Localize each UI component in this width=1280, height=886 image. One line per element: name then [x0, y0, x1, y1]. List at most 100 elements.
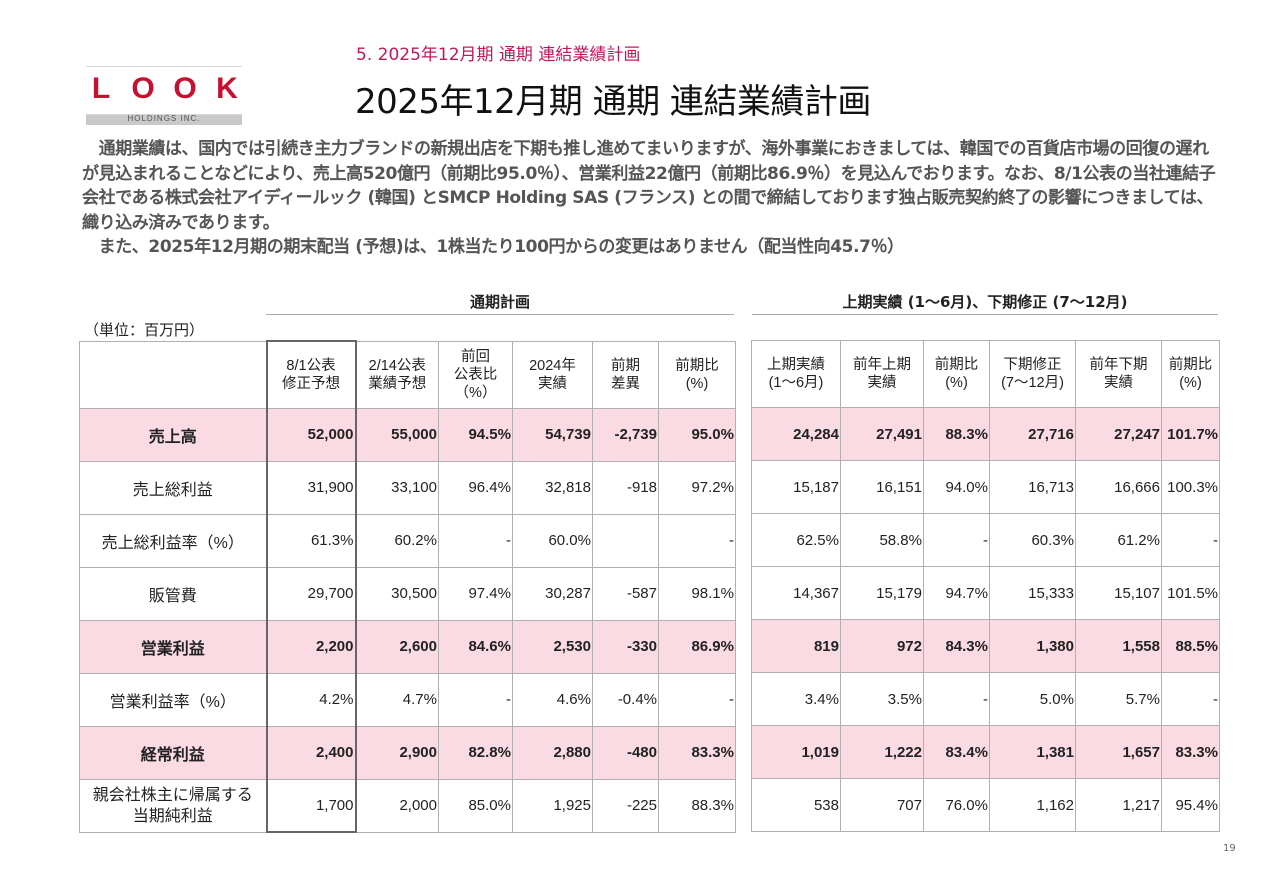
table-cell: 27,716	[989, 407, 1076, 461]
table-cell: 14,367	[751, 566, 841, 620]
table-cell: 2,880	[512, 725, 593, 780]
column-header: 上期実績 (1〜6月)	[751, 340, 841, 408]
table-cell: 95.4%	[1161, 778, 1220, 832]
column-header: 前年下期 実績	[1075, 340, 1162, 408]
row-label: 売上高	[79, 407, 267, 462]
table-cell: 27,247	[1075, 407, 1162, 461]
table-cell: 94.5%	[438, 407, 513, 462]
table-cell: 2,600	[355, 619, 439, 674]
table-cell: 16,666	[1075, 460, 1162, 514]
table-row: 24,284 27,491 88.3% 27,716 27,247 101.7%	[751, 407, 1220, 461]
intro-text: 通期業績は、国内では引続き主力ブランドの新規出店を下期も推し進めてまいりますが、…	[82, 137, 1222, 260]
table-cell: 30,500	[355, 566, 439, 621]
table-cell: 972	[840, 619, 924, 673]
table-cell: 88.3%	[923, 407, 990, 461]
table-cell: 2,900	[355, 725, 439, 780]
table-cell: -480	[592, 725, 659, 780]
table-cell: 2,000	[355, 778, 439, 833]
table-cell: -	[658, 672, 736, 727]
table-header-row: 上期実績 (1〜6月) 前年上期 実績 前期比 (%) 下期修正 (7〜12月) 前年下…	[751, 340, 1220, 408]
table-cell: 54,739	[512, 407, 593, 462]
table-cell: -	[438, 672, 513, 727]
table-cell: 1,222	[840, 725, 924, 779]
table-row: 親会社株主に帰属する 当期純利益 1,700 2,000 85.0% 1,925 -225…	[79, 778, 736, 833]
table-cell: 15,179	[840, 566, 924, 620]
table-row: 営業利益 2,200 2,600 84.6% 2,530 -330 86.9%	[79, 619, 736, 674]
table-cell: 538	[751, 778, 841, 832]
table-row: 538 707 76.0% 1,162 1,217 95.4%	[751, 778, 1220, 832]
table-cell: -	[1161, 513, 1220, 567]
table-cell: -587	[592, 566, 659, 621]
table-cell: 84.3%	[923, 619, 990, 673]
table-cell: 31,900	[265, 460, 357, 515]
table-row: 3.4% 3.5% -5.0% 5.7% -	[751, 672, 1220, 726]
table-header-row: 8/1公表 修正予想 2/14公表 業績予想 前回 公表比 （%） 2024年 実績前…	[79, 340, 736, 409]
logo-letter: L	[91, 72, 111, 105]
table-cell: 97.2%	[658, 460, 736, 515]
intro-paragraph: 通期業績は、国内では引続き主力ブランドの新規出店を下期も推し進めてまいりますが、…	[82, 139, 1216, 233]
table-cell: 5.7%	[1075, 672, 1162, 726]
table-cell: 1,162	[989, 778, 1076, 832]
table-row: 15,187 16,151 94.0% 16,713 16,666 100.3%	[751, 460, 1220, 514]
logo-letter: O	[173, 72, 197, 105]
half-year-table: 上期実績 (1〜6月) 前年上期 実績 前期比 (%) 下期修正 (7〜12月) 前年下…	[751, 340, 1220, 832]
table-cell: -	[658, 513, 736, 568]
table-cell: 16,151	[840, 460, 924, 514]
header-divider	[266, 314, 734, 315]
table-cell: -	[923, 513, 990, 567]
table-cell: 60.3%	[989, 513, 1076, 567]
table-row: 売上総利益率（%） 61.3% 60.2% -60.0% -	[79, 513, 736, 568]
logo-wordmark: L O O K	[86, 72, 242, 106]
row-label: 経常利益	[79, 725, 267, 780]
table-cell: 1,217	[1075, 778, 1162, 832]
row-label: 売上総利益率（%）	[79, 513, 267, 568]
column-header: 前期比 (%)	[1161, 340, 1220, 408]
column-header: 前期比 (%)	[658, 340, 736, 409]
table-cell: 100.3%	[1161, 460, 1220, 514]
table-cell: 5.0%	[989, 672, 1076, 726]
table-cell: 96.4%	[438, 460, 513, 515]
table-cell: -225	[592, 778, 659, 833]
logo-letter: K	[216, 72, 238, 105]
table-cell: 58.8%	[840, 513, 924, 567]
table-cell: 4.2%	[265, 672, 357, 727]
table-row: 819 972 84.3% 1,380 1,558 88.5%	[751, 619, 1220, 673]
logo-frame	[86, 66, 242, 115]
table-cell: 33,100	[355, 460, 439, 515]
table-cell: 97.4%	[438, 566, 513, 621]
column-header: 下期修正 (7〜12月)	[989, 340, 1076, 408]
table-row: 経常利益 2,400 2,900 82.8% 2,880 -480 83.3%	[79, 725, 736, 780]
table-cell: 1,380	[989, 619, 1076, 673]
table-cell: 60.2%	[355, 513, 439, 568]
table-cell: -0.4%	[592, 672, 659, 727]
header-divider	[752, 314, 1218, 315]
table-cell: 3.5%	[840, 672, 924, 726]
table-cell: 76.0%	[923, 778, 990, 832]
table-cell: 27,491	[840, 407, 924, 461]
intro-paragraph: また、2025年12月期の期末配当 (予想)は、1株当たり100円からの変更はあ…	[82, 237, 905, 257]
full-year-plan-table: 8/1公表 修正予想 2/14公表 業績予想 前回 公表比 （%） 2024年 実績前…	[79, 340, 736, 833]
table-cell: 1,019	[751, 725, 841, 779]
column-header: 前期比 (%)	[923, 340, 990, 408]
table-cell: 1,700	[265, 778, 357, 833]
table-cell: 83.3%	[1161, 725, 1220, 779]
table-row: 営業利益率（%） 4.2% 4.7% -4.6% -0.4% -	[79, 672, 736, 727]
table-cell: 1,558	[1075, 619, 1162, 673]
table-cell: 88.5%	[1161, 619, 1220, 673]
table-cell: 707	[840, 778, 924, 832]
table-cell: 62.5%	[751, 513, 841, 567]
table-cell	[592, 513, 659, 568]
table-cell: 52,000	[265, 407, 357, 462]
column-header: 前期 差異	[592, 340, 659, 409]
table-cell: 86.9%	[658, 619, 736, 674]
column-header: 8/1公表 修正予想	[265, 340, 357, 409]
table-row: 1,019 1,222 83.4% 1,381 1,657 83.3%	[751, 725, 1220, 779]
table-cell: 2,400	[265, 725, 357, 780]
table-cell: 4.6%	[512, 672, 593, 727]
table-row: 売上高 52,000 55,000 94.5% 54,739 -2,739 95.0%	[79, 407, 736, 462]
full-year-plan-header: 通期計画	[469, 293, 530, 311]
table-cell: 1,381	[989, 725, 1076, 779]
table-cell: -	[1161, 672, 1220, 726]
table-cell: 55,000	[355, 407, 439, 462]
table-cell: 15,187	[751, 460, 841, 514]
